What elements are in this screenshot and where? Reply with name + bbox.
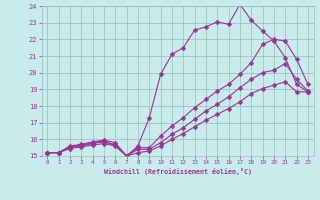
X-axis label: Windchill (Refroidissement éolien,°C): Windchill (Refroidissement éolien,°C) [104, 168, 252, 175]
